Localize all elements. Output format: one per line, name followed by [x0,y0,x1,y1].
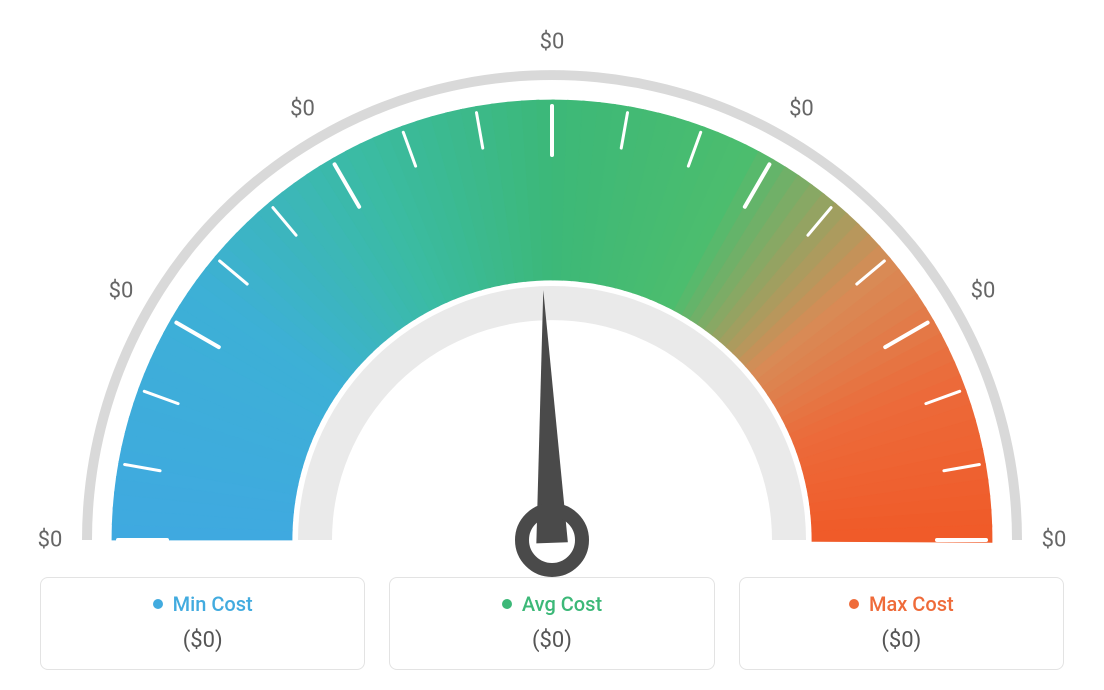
dot-icon [153,599,163,609]
legend-card-max: Max Cost ($0) [739,577,1064,670]
gauge-chart: $0 $0 $0 $0 $0 $0 $0 [32,20,1072,580]
legend-value: ($0) [400,628,703,653]
legend-value: ($0) [750,628,1053,653]
dot-icon [849,599,859,609]
gauge-tick-label: $0 [1042,528,1067,553]
legend-label: Avg Cost [522,592,602,616]
gauge-tick-label: $0 [540,30,565,55]
legend-card-min: Min Cost ($0) [40,577,365,670]
legend-title-max: Max Cost [849,592,954,616]
gauge-tick-label: $0 [38,528,63,553]
legend-label: Max Cost [869,592,954,616]
gauge-tick-label: $0 [109,278,134,303]
legend-title-min: Min Cost [153,592,253,616]
legend-title-avg: Avg Cost [502,592,602,616]
gauge-svg [32,20,1072,580]
gauge-tick-label: $0 [290,96,315,121]
legend-value: ($0) [51,628,354,653]
legend-row: Min Cost ($0) Avg Cost ($0) Max Cost ($0… [40,577,1064,670]
gauge-tick-label: $0 [789,96,814,121]
legend-card-avg: Avg Cost ($0) [389,577,714,670]
legend-label: Min Cost [173,592,253,616]
gauge-tick-label: $0 [971,278,996,303]
dot-icon [502,599,512,609]
